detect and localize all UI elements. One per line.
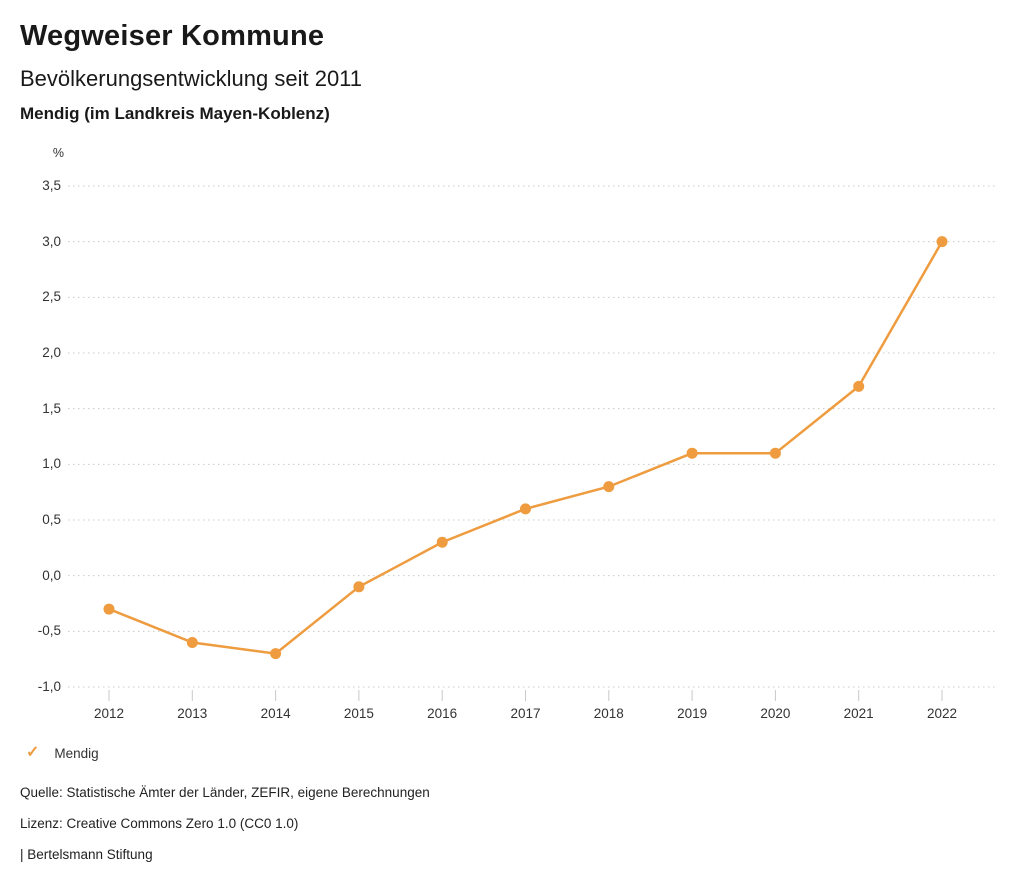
license-text: Lizenz: Creative Commons Zero 1.0 (CC0 1… <box>20 816 299 831</box>
y-tick-label: 3,0 <box>42 233 61 249</box>
data-point[interactable] <box>270 648 282 660</box>
chart-title: Bevölkerungsentwicklung seit 2011 <box>20 66 363 91</box>
legend-checkmark-icon: ✓ <box>26 744 40 761</box>
x-tick-label: 2013 <box>177 706 208 721</box>
data-point[interactable] <box>520 503 531 515</box>
y-tick-label: 0,0 <box>42 567 61 583</box>
series-line-mendig <box>107 240 944 655</box>
x-tick-label: 2021 <box>843 706 874 721</box>
y-tick-label: -0,5 <box>37 623 61 639</box>
x-tick-label: 2012 <box>93 706 125 721</box>
data-point[interactable] <box>436 536 448 548</box>
y-tick-label: 1,0 <box>42 456 61 472</box>
legend-item-mendig[interactable]: ✓ Mendig <box>26 745 99 761</box>
x-tick-label: 2016 <box>427 706 458 721</box>
y-tick-label: 3,5 <box>42 178 61 193</box>
y-tick-label: 2,5 <box>42 289 61 305</box>
x-tick-label: 2018 <box>593 706 624 721</box>
data-point[interactable] <box>686 447 698 459</box>
data-point[interactable] <box>603 481 615 493</box>
x-tick-label: 2014 <box>260 706 291 721</box>
data-point[interactable] <box>769 447 781 459</box>
y-tick-label: 0,5 <box>42 512 61 527</box>
data-point[interactable] <box>353 581 365 593</box>
data-point[interactable] <box>936 236 948 248</box>
data-point[interactable] <box>103 603 115 615</box>
y-tick-label: 2,0 <box>42 345 61 360</box>
x-tick-label: 2017 <box>510 706 541 721</box>
y-axis-unit-label: % <box>52 146 64 160</box>
x-tick-label: 2015 <box>343 706 374 721</box>
chart-region-subtitle: Mendig (im Landkreis Mayen-Koblenz) <box>20 104 330 123</box>
y-tick-label: -1,0 <box>37 679 61 694</box>
data-point[interactable] <box>853 380 865 392</box>
source-text: Quelle: Statistische Ämter der Länder, Z… <box>20 785 430 800</box>
x-tick-label: 2020 <box>760 706 791 721</box>
data-point[interactable] <box>186 636 198 648</box>
x-tick-label: 2019 <box>677 706 708 721</box>
y-tick-label: 1,5 <box>42 400 61 416</box>
x-tick-label: 2022 <box>926 706 958 721</box>
page-title: Wegweiser Kommune <box>20 20 325 52</box>
legend-label: Mendig <box>54 745 99 761</box>
attribution-text: | Bertelsmann Stiftung <box>20 847 153 862</box>
